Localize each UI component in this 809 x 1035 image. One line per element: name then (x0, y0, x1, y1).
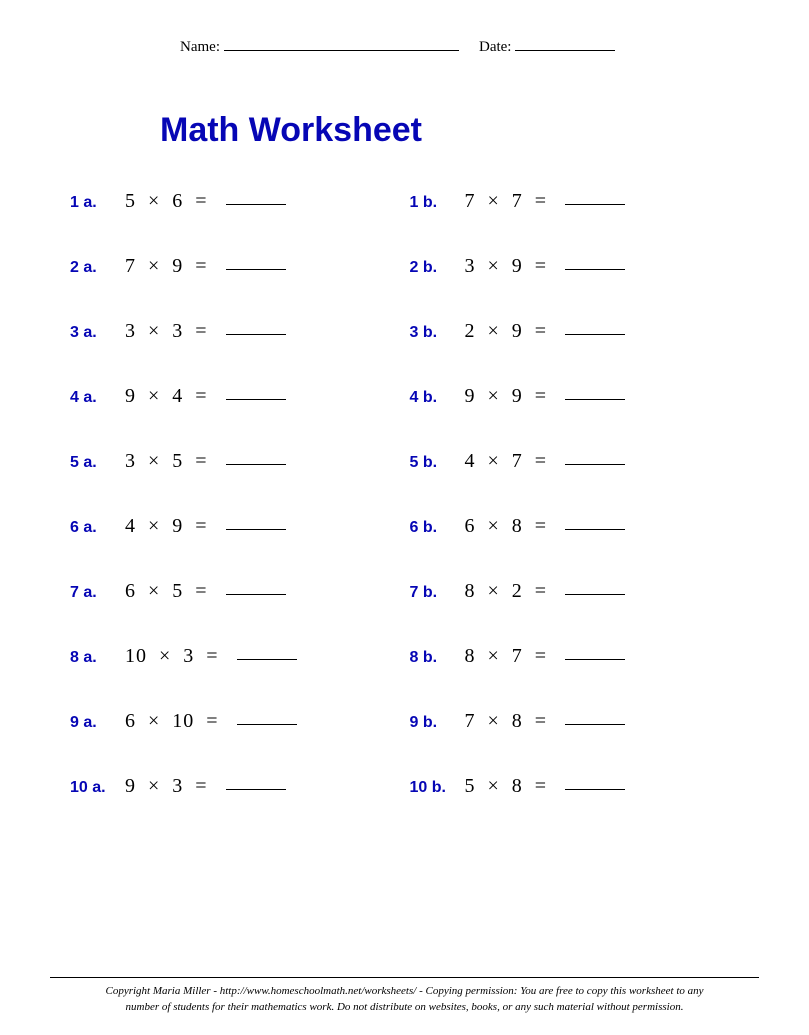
problem-label: 9 b. (410, 714, 465, 732)
problem: 5 a.3 × 5 = (70, 450, 400, 473)
problem-expression: 5 × 8 = (465, 775, 560, 798)
footer: Copyright Maria Miller - http://www.home… (50, 977, 759, 1015)
answer-blank[interactable] (226, 464, 286, 465)
answer-blank[interactable] (226, 399, 286, 400)
answer-blank[interactable] (237, 659, 297, 660)
page-title: Math Worksheet (160, 111, 759, 150)
problem-label: 5 a. (70, 454, 125, 472)
problem-label: 2 a. (70, 259, 125, 277)
footer-line-2: number of students for their mathematics… (126, 1001, 684, 1013)
problem-label: 10 a. (70, 779, 125, 797)
problem-label: 4 b. (410, 389, 465, 407)
problem-label: 6 b. (410, 519, 465, 537)
problem-expression: 3 × 3 = (125, 320, 220, 343)
problem: 6 a.4 × 9 = (70, 515, 400, 538)
problem-expression: 5 × 6 = (125, 190, 220, 213)
problem: 2 b.3 × 9 = (410, 255, 740, 278)
problem-expression: 9 × 4 = (125, 385, 220, 408)
worksheet-page: Name: Date: Math Worksheet 1 a.5 × 6 = 1… (0, 0, 809, 1035)
answer-blank[interactable] (565, 594, 625, 595)
answer-blank[interactable] (565, 659, 625, 660)
problem-expression: 8 × 7 = (465, 645, 560, 668)
problem-expression: 8 × 2 = (465, 580, 560, 603)
answer-blank[interactable] (226, 269, 286, 270)
problem-label: 8 a. (70, 649, 125, 667)
problem-expression: 3 × 9 = (465, 255, 560, 278)
problem: 2 a.7 × 9 = (70, 255, 400, 278)
problem-label: 3 a. (70, 324, 125, 342)
problem-label: 4 a. (70, 389, 125, 407)
problem: 6 b.6 × 8 = (410, 515, 740, 538)
problem: 8 a.10 × 3 = (70, 645, 400, 668)
problem: 1 a.5 × 6 = (70, 190, 400, 213)
answer-blank[interactable] (565, 464, 625, 465)
problem: 5 b.4 × 7 = (410, 450, 740, 473)
header-line: Name: Date: (180, 35, 759, 56)
problem-expression: 6 × 10 = (125, 710, 231, 733)
problem-label: 7 a. (70, 584, 125, 602)
problem-expression: 7 × 7 = (465, 190, 560, 213)
problem-expression: 4 × 9 = (125, 515, 220, 538)
problem: 9 b.7 × 8 = (410, 710, 740, 733)
answer-blank[interactable] (226, 789, 286, 790)
problem-label: 1 a. (70, 194, 125, 212)
problem-expression: 9 × 3 = (125, 775, 220, 798)
name-label: Name: (180, 39, 220, 56)
answer-blank[interactable] (226, 334, 286, 335)
footer-line-1: Copyright Maria Miller - http://www.home… (105, 985, 703, 997)
date-label: Date: (479, 39, 511, 56)
name-blank[interactable] (224, 35, 459, 51)
problem-label: 8 b. (410, 649, 465, 667)
problem: 1 b.7 × 7 = (410, 190, 740, 213)
problem-label: 1 b. (410, 194, 465, 212)
problem-expression: 3 × 5 = (125, 450, 220, 473)
problem: 8 b.8 × 7 = (410, 645, 740, 668)
problems-grid: 1 a.5 × 6 = 1 b.7 × 7 = 2 a.7 × 9 = 2 b.… (70, 190, 739, 798)
problem-expression: 6 × 8 = (465, 515, 560, 538)
answer-blank[interactable] (565, 529, 625, 530)
problem: 3 a.3 × 3 = (70, 320, 400, 343)
problem-label: 7 b. (410, 584, 465, 602)
answer-blank[interactable] (565, 724, 625, 725)
answer-blank[interactable] (237, 724, 297, 725)
problem: 7 a.6 × 5 = (70, 580, 400, 603)
problem: 10 a.9 × 3 = (70, 775, 400, 798)
problem: 3 b.2 × 9 = (410, 320, 740, 343)
problem: 7 b.8 × 2 = (410, 580, 740, 603)
answer-blank[interactable] (565, 334, 625, 335)
problem-expression: 7 × 9 = (125, 255, 220, 278)
answer-blank[interactable] (226, 204, 286, 205)
problem: 4 a.9 × 4 = (70, 385, 400, 408)
problem-expression: 10 × 3 = (125, 645, 231, 668)
answer-blank[interactable] (226, 529, 286, 530)
problem: 9 a.6 × 10 = (70, 710, 400, 733)
problem: 4 b.9 × 9 = (410, 385, 740, 408)
answer-blank[interactable] (226, 594, 286, 595)
problem-label: 2 b. (410, 259, 465, 277)
problem-label: 3 b. (410, 324, 465, 342)
problem-expression: 9 × 9 = (465, 385, 560, 408)
problem-expression: 7 × 8 = (465, 710, 560, 733)
answer-blank[interactable] (565, 269, 625, 270)
answer-blank[interactable] (565, 399, 625, 400)
answer-blank[interactable] (565, 789, 625, 790)
problem: 10 b.5 × 8 = (410, 775, 740, 798)
problem-label: 5 b. (410, 454, 465, 472)
problem-label: 10 b. (410, 779, 465, 797)
answer-blank[interactable] (565, 204, 625, 205)
problem-expression: 2 × 9 = (465, 320, 560, 343)
problem-label: 9 a. (70, 714, 125, 732)
date-blank[interactable] (515, 35, 615, 51)
problem-expression: 4 × 7 = (465, 450, 560, 473)
problem-expression: 6 × 5 = (125, 580, 220, 603)
problem-label: 6 a. (70, 519, 125, 537)
